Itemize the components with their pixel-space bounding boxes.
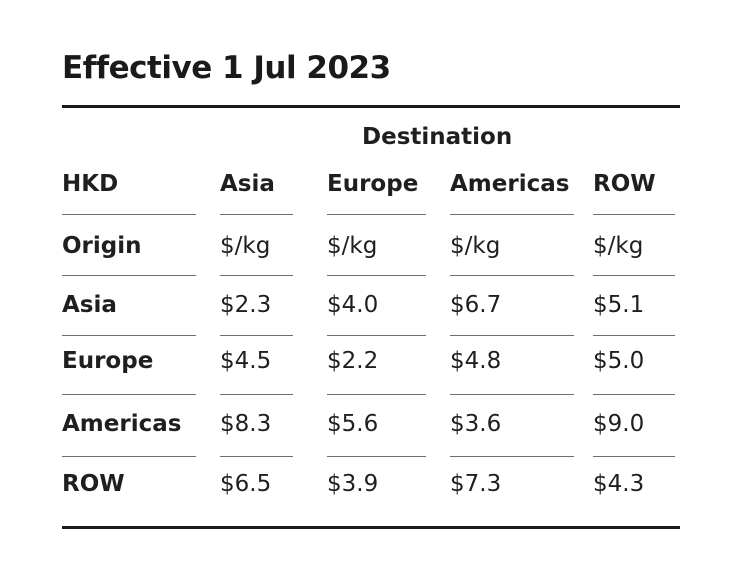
rate-cell: $4.8 (450, 348, 502, 374)
row-label: Asia (62, 292, 117, 318)
row-label: Americas (62, 411, 182, 437)
row-divider (220, 214, 293, 215)
rate-cell: $2.2 (327, 348, 379, 374)
rate-cell: $5.1 (593, 292, 645, 318)
rate-cell: $7.3 (450, 471, 502, 497)
row-divider (327, 214, 426, 215)
rate-cell: $4.5 (220, 348, 272, 374)
column-header-row: ROW (593, 171, 656, 197)
unit-cell: $/kg (327, 233, 378, 259)
row-label: Europe (62, 348, 154, 374)
rate-cell: $6.5 (220, 471, 272, 497)
destination-header: Destination (362, 124, 513, 150)
row-divider (62, 214, 196, 215)
rate-cell: $9.0 (593, 411, 645, 437)
column-header-americas: Americas (450, 171, 570, 197)
row-divider (450, 394, 574, 395)
row-divider (593, 335, 675, 336)
row-divider (593, 456, 675, 457)
row-divider (62, 456, 196, 457)
row-divider (220, 456, 293, 457)
row-divider (220, 275, 293, 276)
row-divider (450, 214, 574, 215)
column-header-europe: Europe (327, 171, 419, 197)
rate-cell: $8.3 (220, 411, 272, 437)
row-divider (62, 275, 196, 276)
row-divider (327, 456, 426, 457)
row-divider (593, 214, 675, 215)
bottom-rule (62, 526, 680, 529)
top-rule (62, 105, 680, 108)
row-divider (62, 394, 196, 395)
row-divider (327, 394, 426, 395)
row-divider (450, 335, 574, 336)
rate-cell: $5.0 (593, 348, 645, 374)
row-divider (593, 275, 675, 276)
corner-label: HKD (62, 171, 119, 197)
row-divider (450, 275, 574, 276)
column-header-asia: Asia (220, 171, 275, 197)
row-divider (450, 456, 574, 457)
rate-cell: $3.6 (450, 411, 502, 437)
rate-cell: $5.6 (327, 411, 379, 437)
row-divider (220, 335, 293, 336)
rate-cell: $4.3 (593, 471, 645, 497)
rate-cell: $3.9 (327, 471, 379, 497)
row-divider (327, 275, 426, 276)
row-divider (593, 394, 675, 395)
row-divider (220, 394, 293, 395)
rate-cell: $4.0 (327, 292, 379, 318)
rate-cell: $2.3 (220, 292, 272, 318)
table-title: Effective 1 Jul 2023 (62, 50, 391, 86)
unit-cell: $/kg (220, 233, 271, 259)
unit-cell: $/kg (450, 233, 501, 259)
rate-cell: $6.7 (450, 292, 502, 318)
row-label: ROW (62, 471, 125, 497)
row-label: Origin (62, 233, 142, 259)
row-divider (327, 335, 426, 336)
unit-cell: $/kg (593, 233, 644, 259)
row-divider (62, 335, 196, 336)
